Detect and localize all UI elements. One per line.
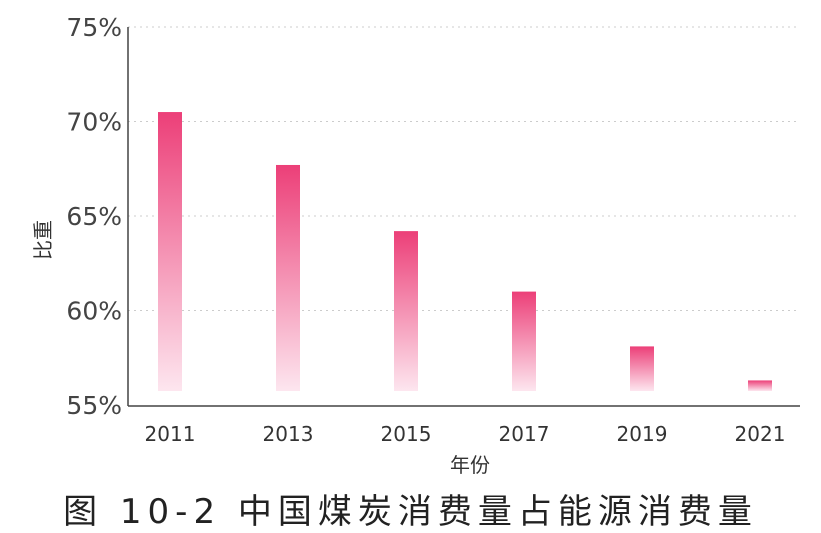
x-tick-label: 2019 (617, 422, 668, 446)
bar-2021 (748, 380, 772, 391)
x-tick-label: 2017 (499, 422, 550, 446)
bar-chart: 55% 60% 65% 70% 75% 2011 2013 2015 2017 2019 2021… (31, 13, 800, 477)
bar-2011 (158, 112, 182, 392)
figure-caption: 图 10-2 中国煤炭消费量占能源消费量 (63, 492, 758, 532)
x-tick-label: 2015 (381, 422, 432, 446)
y-tick-label: 55% (66, 391, 122, 420)
bar-2013 (276, 164, 300, 391)
x-axis-label: 年份 (450, 453, 490, 477)
y-tick-label: 65% (66, 202, 122, 231)
y-tick-label: 70% (66, 108, 122, 137)
bar-2015 (394, 231, 418, 391)
x-tick-label: 2021 (735, 422, 786, 446)
x-tick-label: 2011 (145, 422, 196, 446)
y-tick-label: 60% (66, 297, 122, 326)
y-axis-label: 比重 (31, 220, 55, 260)
y-tick-label: 75% (66, 13, 122, 42)
x-tick-label: 2013 (263, 422, 314, 446)
bar-2019 (630, 346, 654, 391)
bar-2017 (512, 291, 536, 391)
